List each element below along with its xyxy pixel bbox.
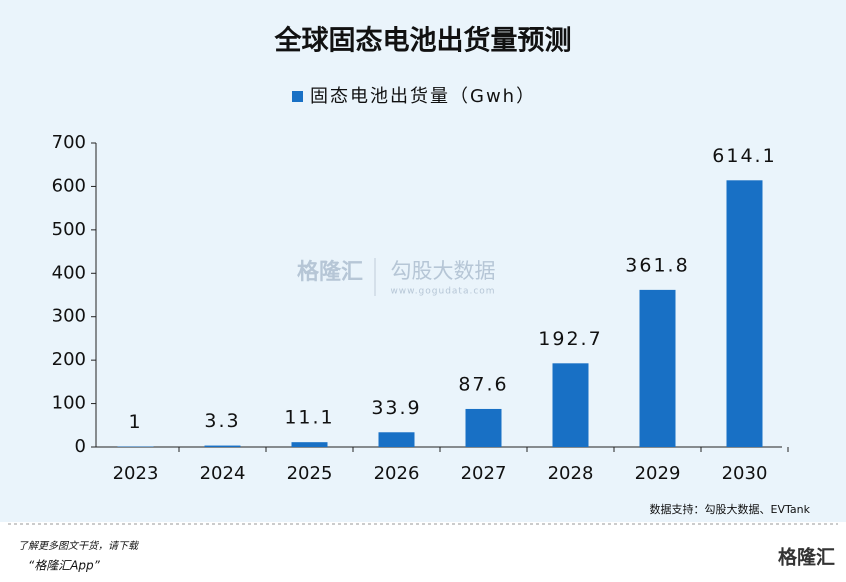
bar	[726, 180, 763, 447]
bar	[465, 408, 502, 447]
footer-logo: 格隆汇	[778, 546, 835, 569]
value-label: 192.7	[538, 328, 602, 350]
y-tick-label: 100	[52, 393, 86, 414]
value-label: 3.3	[204, 410, 240, 432]
y-tick-label: 500	[52, 219, 86, 240]
chart-background	[0, 0, 846, 522]
value-label: 11.1	[284, 407, 334, 429]
x-tick-label: 2025	[287, 463, 333, 484]
legend-label: 固态电池出货量（Gwh）	[310, 86, 536, 107]
watermark-url: www.gogudata.com	[390, 287, 495, 297]
bar	[552, 363, 589, 447]
x-tick-label: 2026	[374, 463, 420, 484]
watermark-brand: 格隆汇	[297, 259, 363, 285]
x-tick-label: 2029	[635, 463, 681, 484]
bar	[204, 445, 241, 447]
y-tick-label: 400	[52, 262, 86, 283]
bar	[291, 442, 328, 447]
value-label: 361.8	[625, 254, 689, 276]
footer-line1: 了解更多图文干货，请下载	[18, 540, 140, 552]
y-tick-label: 600	[52, 175, 86, 196]
value-label: 33.9	[371, 397, 421, 419]
x-tick-label: 2030	[722, 463, 768, 484]
x-tick-label: 2028	[548, 463, 594, 484]
y-tick-label: 200	[52, 349, 86, 370]
x-tick-label: 2023	[113, 463, 159, 484]
value-label: 87.6	[458, 373, 508, 395]
y-tick-label: 0	[75, 436, 86, 457]
x-tick-label: 2024	[200, 463, 246, 484]
x-tick-label: 2027	[461, 463, 507, 484]
bar	[378, 432, 415, 447]
footer-line2: “格隆汇App”	[28, 559, 101, 573]
legend-swatch	[292, 91, 303, 102]
y-tick-label: 700	[52, 132, 86, 153]
source-note: 数据支持：勾股大数据、EVTank	[650, 502, 811, 516]
watermark-site: 勾股大数据	[391, 259, 496, 283]
chart-title: 全球固态电池出货量预测	[274, 25, 572, 57]
bar	[639, 289, 676, 447]
value-label: 1	[128, 411, 142, 433]
y-tick-label: 300	[52, 306, 86, 327]
value-label: 614.1	[712, 145, 776, 167]
